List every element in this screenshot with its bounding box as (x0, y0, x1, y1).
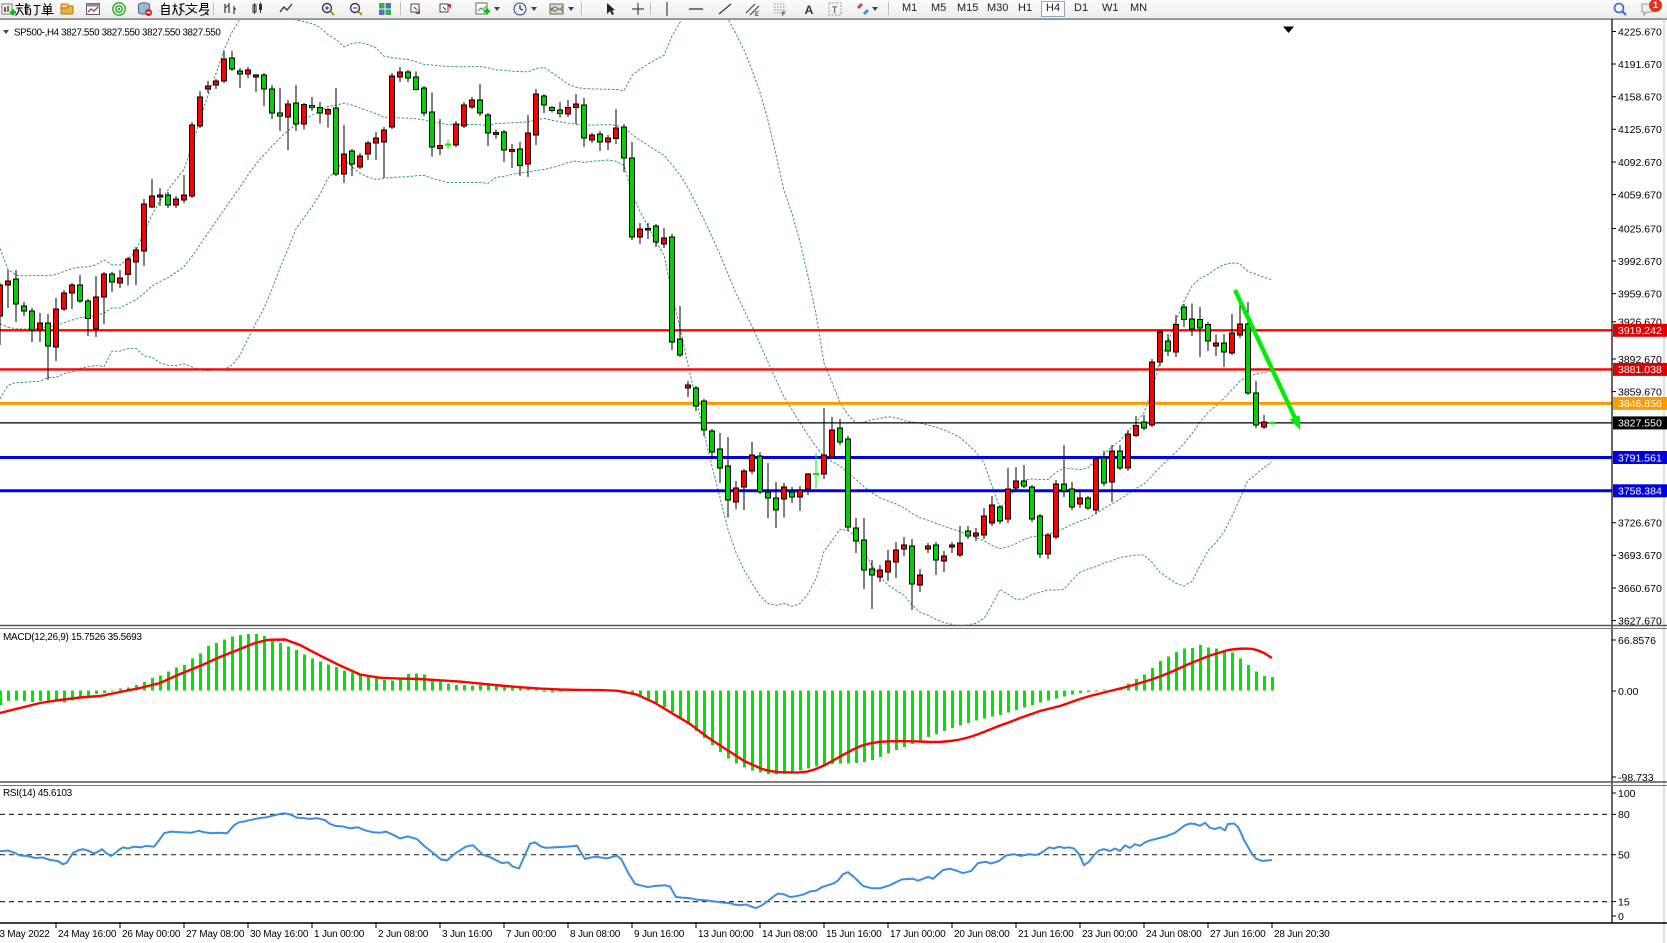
svg-text:15 Jun 16:00: 15 Jun 16:00 (826, 929, 882, 940)
svg-text:3758.384: 3758.384 (1618, 486, 1662, 498)
svg-text:27 May 08:00: 27 May 08:00 (186, 929, 245, 940)
svg-text:15: 15 (1618, 896, 1630, 908)
svg-text:3959.670: 3959.670 (1618, 289, 1662, 301)
svg-text:20 Jun 08:00: 20 Jun 08:00 (954, 929, 1010, 940)
svg-text:0.00: 0.00 (1618, 686, 1639, 698)
svg-text:50: 50 (1618, 850, 1630, 862)
svg-text:3846.856: 3846.856 (1618, 398, 1662, 410)
svg-text:3660.670: 3660.670 (1618, 583, 1662, 595)
svg-text:4025.670: 4025.670 (1618, 223, 1662, 235)
svg-text:4125.670: 4125.670 (1618, 124, 1662, 136)
svg-text:7 Jun 00:00: 7 Jun 00:00 (506, 929, 557, 940)
svg-text:23 May 2022: 23 May 2022 (0, 929, 50, 940)
svg-text:3726.670: 3726.670 (1618, 518, 1662, 530)
svg-text:3881.038: 3881.038 (1618, 364, 1662, 376)
svg-text:-98.733: -98.733 (1618, 772, 1654, 784)
svg-text:4059.670: 4059.670 (1618, 189, 1662, 201)
svg-text:3791.561: 3791.561 (1618, 452, 1662, 464)
svg-text:F: F (782, 12, 786, 17)
svg-text:9 Jun 16:00: 9 Jun 16:00 (634, 929, 685, 940)
svg-text:3693.670: 3693.670 (1618, 550, 1662, 562)
svg-text:3859.670: 3859.670 (1618, 386, 1662, 398)
svg-text:4191.670: 4191.670 (1618, 59, 1662, 71)
svg-text:80: 80 (1618, 809, 1630, 821)
svg-text:13 Jun 00:00: 13 Jun 00:00 (698, 929, 754, 940)
svg-text:MACD(12,26,9) 15.7526 35.5693: MACD(12,26,9) 15.7526 35.5693 (3, 632, 142, 643)
svg-text:3627.670: 3627.670 (1618, 615, 1662, 627)
svg-text:4092.670: 4092.670 (1618, 157, 1662, 169)
svg-text:3919.242: 3919.242 (1618, 325, 1662, 337)
svg-text:8 Jun 08:00: 8 Jun 08:00 (570, 929, 621, 940)
svg-text:28 Jun 20:30: 28 Jun 20:30 (1274, 929, 1330, 940)
svg-text:3992.670: 3992.670 (1618, 256, 1662, 268)
svg-text:14 Jun 08:00: 14 Jun 08:00 (762, 929, 818, 940)
svg-text:1 Jun 00:00: 1 Jun 00:00 (314, 929, 365, 940)
svg-text:T: T (832, 5, 838, 15)
svg-text:17 Jun 00:00: 17 Jun 00:00 (890, 929, 946, 940)
svg-text:23 Jun 00:00: 23 Jun 00:00 (1082, 929, 1138, 940)
svg-text:4158.670: 4158.670 (1618, 92, 1662, 104)
svg-text:4225.670: 4225.670 (1618, 26, 1662, 38)
svg-text:21 Jun 16:00: 21 Jun 16:00 (1018, 929, 1074, 940)
svg-text:0: 0 (1618, 911, 1624, 923)
svg-text:E: E (755, 12, 759, 17)
svg-text:3892.670: 3892.670 (1618, 354, 1662, 366)
svg-text:3 Jun 16:00: 3 Jun 16:00 (442, 929, 493, 940)
svg-text:RSI(14) 45.6103: RSI(14) 45.6103 (3, 788, 73, 799)
svg-text:26 May 00:00: 26 May 00:00 (122, 929, 181, 940)
svg-text:66.8576: 66.8576 (1618, 635, 1656, 647)
svg-text:100: 100 (1618, 788, 1636, 800)
svg-text:24 Jun 08:00: 24 Jun 08:00 (1146, 929, 1202, 940)
svg-text:SP500-,H4 3827.550 3827.550 3: SP500-,H4 3827.550 3827.550 3827.550 382… (14, 28, 221, 39)
svg-text:30 May 16:00: 30 May 16:00 (250, 929, 309, 940)
svg-text:24 May 16:00: 24 May 16:00 (58, 929, 117, 940)
svg-text:2 Jun 08:00: 2 Jun 08:00 (378, 929, 429, 940)
svg-text:3827.550: 3827.550 (1618, 418, 1662, 430)
svg-text:27 Jun 16:00: 27 Jun 16:00 (1210, 929, 1266, 940)
